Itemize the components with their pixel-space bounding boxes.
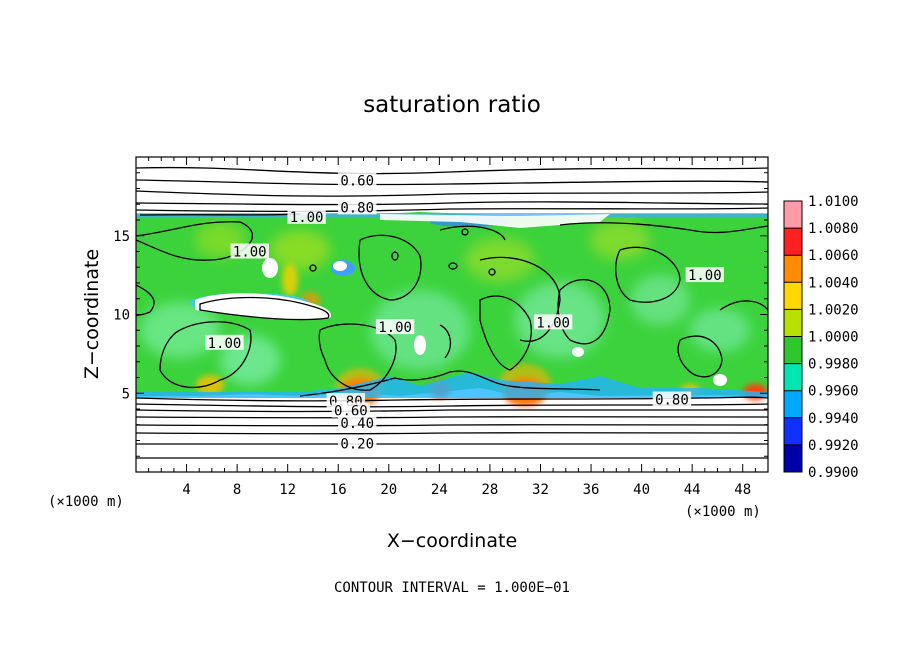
colorbar-swatch: [784, 255, 802, 283]
contour-lines: [136, 166, 768, 459]
x-tick-label: 16: [330, 482, 347, 498]
x-axis-label: X−coordinate: [387, 530, 517, 552]
x-unit-label: (×1000 m): [48, 494, 124, 510]
colorbar-swatch: [784, 336, 802, 365]
y-tick-label: 10: [113, 308, 130, 324]
colorbar-label: 1.0040: [808, 275, 859, 291]
contour-label: 1.00: [233, 245, 267, 261]
colorbar-label: 1.0100: [808, 194, 859, 210]
contour-label-bg: [230, 243, 269, 259]
x-tick-label: 48: [734, 482, 751, 498]
contour-label: 1.00: [378, 320, 412, 336]
y-tick-label: 5: [122, 386, 130, 402]
plot-area: 0.600.801.001.001.001.00 1.001.000.800.60…: [136, 157, 768, 472]
contour-label-bg: [338, 199, 377, 215]
contour-label: 0.80: [340, 200, 374, 216]
contour-label: 0.60: [340, 174, 374, 190]
contour-label-bg: [331, 402, 371, 418]
x-tick-label: 12: [279, 482, 296, 498]
x-tick-label: 40: [633, 482, 650, 498]
colorbar-label: 1.0000: [808, 330, 859, 346]
colorbar-label: 0.9900: [808, 465, 859, 481]
colorbar-label: 1.0060: [808, 248, 859, 264]
colorbar-label: 0.9960: [808, 384, 859, 400]
x-tick-label: 28: [481, 482, 498, 498]
contour-label-bg: [287, 208, 326, 224]
contour-label: 1.00: [688, 268, 722, 284]
contour-label: 1.00: [290, 210, 324, 226]
contour-label: 0.20: [340, 437, 374, 453]
x-tick-label: 44: [684, 482, 701, 498]
contour-label: 0.80: [655, 393, 689, 409]
x-tick-label: 32: [532, 482, 549, 498]
colorbar-swatch: [784, 390, 802, 419]
contour-label-bg: [533, 314, 573, 330]
colorbar-swatch: [784, 228, 802, 256]
contour-label: 1.00: [536, 315, 570, 331]
x-tick-label: 4: [182, 482, 190, 498]
contour-label-bg: [338, 172, 377, 188]
contour-labels: 0.600.801.001.001.001.00 1.001.000.800.60…: [205, 172, 724, 453]
colorbar-label: 1.0080: [808, 221, 859, 237]
y-unit-label: (×1000 m): [685, 504, 761, 520]
colorbar-label: 0.9980: [808, 357, 859, 373]
colorbar-swatch: [784, 309, 802, 337]
x-tick-label: 8: [233, 482, 241, 498]
contour-label-bg: [652, 391, 692, 407]
colorbar-swatch: [784, 444, 802, 473]
colorbar-swatch: [784, 363, 802, 392]
x-axis: 4 8 12 16 20 24 28 32 36 40 44 48: [148, 157, 756, 498]
y-axis-label: Z−coordinate: [81, 249, 103, 379]
colorbar-label: 0.9920: [808, 438, 859, 454]
contour-label-bg: [375, 319, 415, 335]
colorbar-label: 1.0020: [808, 302, 859, 318]
colorbar-swatch: [784, 201, 802, 229]
x-tick-label: 36: [583, 482, 600, 498]
contour-label-bg: [338, 435, 377, 451]
contour-label-bg: [205, 334, 244, 350]
y-axis: 5 10 15: [113, 172, 768, 457]
y-tick-label: 15: [113, 229, 130, 245]
field-band: [136, 212, 768, 406]
colorbar-swatch: [784, 417, 802, 446]
x-tick-label: 24: [431, 482, 448, 498]
x-tick-label: 20: [380, 482, 397, 498]
contour-label-bg: [685, 267, 724, 283]
contour-label: 1.00: [208, 336, 242, 352]
colorbar-swatch: [784, 282, 802, 310]
chart-title: saturation ratio: [363, 92, 541, 118]
colorbar-label: 0.9940: [808, 411, 859, 427]
contour-interval-note: CONTOUR INTERVAL = 1.000E−01: [334, 580, 570, 596]
contour-label: 0.40: [340, 416, 374, 432]
contour-label-bg: [338, 415, 377, 431]
colorbar: 1.0100 1.0080 1.0060 1.0040 1.0020 1.0000 0.99…: [783, 194, 859, 481]
